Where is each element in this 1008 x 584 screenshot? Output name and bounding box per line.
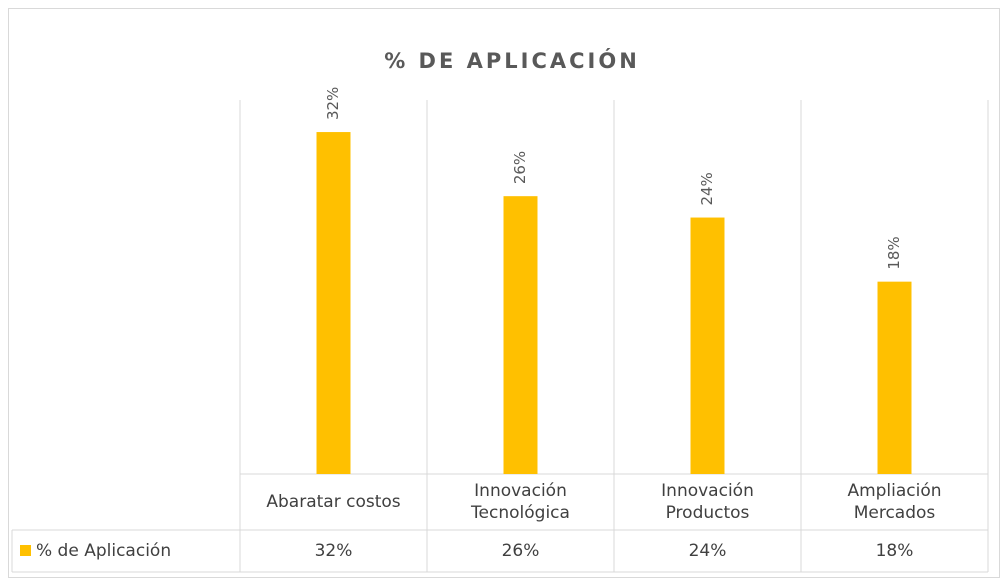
chart-title: % DE APLICACIÓN bbox=[384, 48, 640, 73]
table-value: 18% bbox=[875, 541, 914, 561]
bar bbox=[316, 132, 351, 475]
table-value: 24% bbox=[688, 541, 727, 561]
legend-label: % de Aplicación bbox=[36, 541, 172, 561]
bar bbox=[503, 196, 538, 474]
bar bbox=[877, 281, 912, 474]
category-label: Innovación Tecnológica bbox=[471, 481, 570, 523]
category-label: Abaratar costos bbox=[266, 492, 401, 512]
data-label: 24% bbox=[698, 172, 716, 205]
category-label: Innovación Productos bbox=[661, 481, 754, 523]
data-label: 32% bbox=[324, 87, 342, 120]
data-label: 26% bbox=[511, 151, 529, 184]
category-label: Ampliación Mercados bbox=[847, 481, 942, 523]
table-value: 26% bbox=[501, 541, 540, 561]
legend-swatch bbox=[20, 545, 31, 556]
table-value: 32% bbox=[314, 541, 353, 561]
data-label: 18% bbox=[885, 236, 903, 269]
bar bbox=[690, 217, 725, 475]
